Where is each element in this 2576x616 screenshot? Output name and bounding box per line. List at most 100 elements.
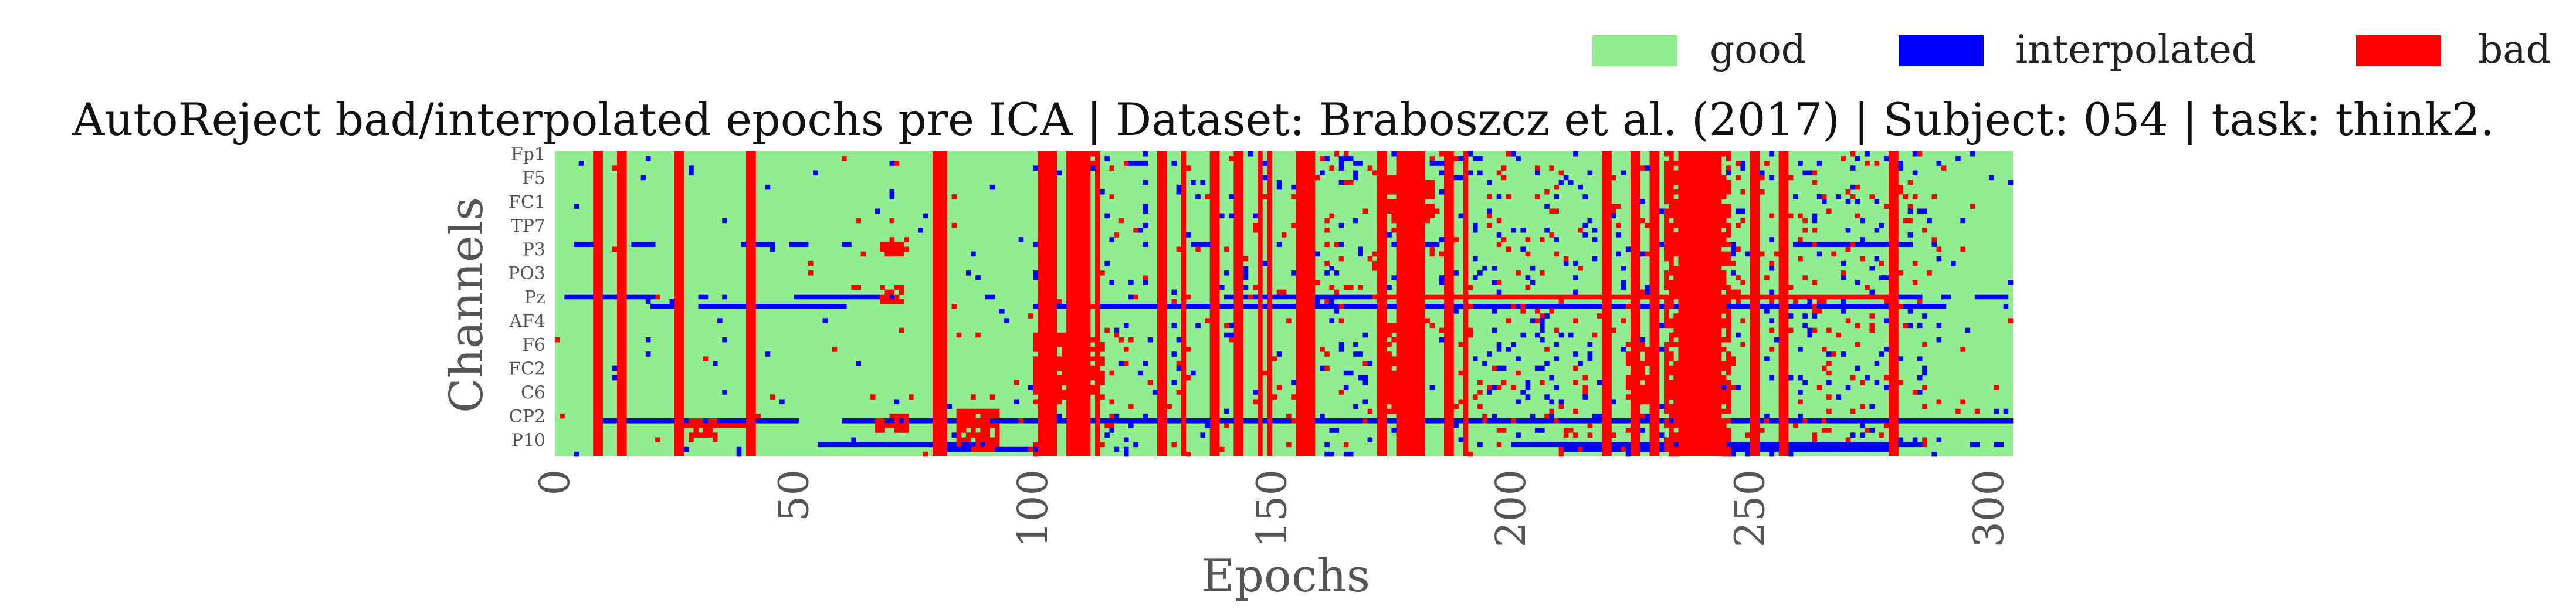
bad-cell	[1645, 351, 1650, 357]
interpolated-cell	[1989, 175, 1994, 181]
interpolated-cell	[1659, 442, 1665, 448]
bad-cell	[1109, 370, 1115, 376]
interpolated-cell	[1912, 151, 1918, 157]
bad-cell	[1248, 294, 1253, 300]
interpolated-cell	[574, 204, 579, 209]
interpolated-cell	[1243, 294, 1249, 300]
interpolated-cell	[1243, 275, 1249, 280]
bad-cell	[899, 289, 904, 295]
bad-epoch-column	[1606, 151, 1612, 456]
bad-cell	[1812, 228, 1818, 233]
bad-cell	[1118, 218, 1124, 224]
bad-cell	[1243, 256, 1249, 262]
bad-cell	[1056, 375, 1067, 381]
bad-cell	[1845, 189, 1851, 195]
bad-cell	[1511, 385, 1516, 390]
bad-cell	[1033, 356, 1038, 361]
bad-cell	[1922, 385, 1927, 390]
bad-epoch-column	[1654, 151, 1660, 456]
interpolated-cell	[1592, 256, 1598, 262]
bad-cell	[1821, 347, 1827, 352]
interpolated-cell	[1338, 165, 1344, 171]
interpolated-cell	[1812, 313, 1818, 319]
bad-epoch-column	[1405, 151, 1411, 456]
interpolated-cell	[1673, 304, 1679, 309]
bad-cell	[1736, 175, 1741, 181]
interpolated-cell	[1816, 242, 1851, 247]
bad-epoch-column	[1893, 151, 1899, 456]
bad-cell	[1324, 260, 1330, 266]
interpolated-cell	[1874, 228, 1880, 233]
bad-epoch-column	[1602, 151, 1607, 456]
interpolated-cell	[884, 418, 895, 424]
bad-cell	[1439, 151, 1445, 157]
bad-epoch-column	[616, 151, 622, 456]
interpolated-cell	[1143, 361, 1148, 367]
bad-cell	[1645, 251, 1650, 257]
bad-cell	[1663, 404, 1679, 409]
bad-cell	[1090, 161, 1096, 166]
interpolated-cell	[645, 156, 651, 161]
interpolated-cell	[1176, 184, 1182, 190]
bad-cell	[1033, 380, 1038, 385]
bad-cell	[1100, 394, 1105, 400]
bad-cell	[851, 285, 862, 290]
bad-cell	[1033, 370, 1038, 376]
interpolated-cell	[2008, 280, 2014, 285]
bad-epoch-column	[1411, 151, 1416, 456]
bad-cell	[1578, 446, 1583, 452]
bad-cell	[808, 270, 814, 276]
bad-cell	[1640, 165, 1645, 171]
bad-cell	[1458, 342, 1464, 347]
bad-cell	[1726, 165, 1731, 171]
bad-cell	[894, 418, 900, 424]
bad-cell	[1425, 208, 1440, 214]
interpolated-cell	[818, 442, 933, 448]
bad-cell	[1812, 309, 1822, 314]
bad-cell	[1014, 380, 1019, 385]
y-tick-label: CP2	[509, 407, 545, 427]
interpolated-cell	[1994, 442, 2004, 448]
bad-cell	[1663, 442, 1674, 448]
bad-cell	[1903, 218, 1913, 224]
x-tick-label: 0	[531, 469, 579, 496]
bad-cell	[1736, 299, 1741, 304]
bad-cell	[1874, 161, 1880, 166]
interpolated-cell	[698, 304, 747, 309]
interpolated-cell	[2008, 180, 2014, 185]
interpolated-cell	[1033, 304, 1038, 309]
bad-cell	[1669, 337, 1674, 343]
bad-epoch-column	[593, 151, 598, 456]
interpolated-cell	[1826, 380, 1832, 385]
interpolated-cell	[1224, 332, 1234, 338]
interpolated-cell	[1616, 251, 1622, 257]
interpolated-cell	[1320, 365, 1325, 371]
interpolated-cell	[1841, 299, 1846, 304]
bad-cell	[1573, 432, 1578, 438]
bad-cell	[1286, 318, 1292, 323]
interpolated-cell	[1611, 304, 1626, 309]
interpolated-cell	[1736, 208, 1745, 214]
bad-epoch-column	[1702, 151, 1707, 456]
interpolated-cell	[1544, 313, 1550, 319]
interpolated-cell	[1358, 375, 1368, 381]
bad-cell	[1324, 365, 1330, 371]
bad-cell	[1855, 184, 1860, 190]
bad-cell	[1726, 327, 1731, 333]
interpolated-cell	[1554, 237, 1560, 242]
bad-cell	[1669, 289, 1679, 295]
interpolated-cell	[1100, 304, 1158, 309]
interpolated-cell	[1788, 446, 1889, 452]
bad-cell	[1640, 347, 1650, 352]
bad-epoch-column	[937, 151, 943, 456]
bad-cell	[1721, 204, 1731, 209]
bad-cell	[1090, 375, 1096, 381]
interpolated-cell	[1874, 380, 1880, 385]
interpolated-cell	[1185, 418, 1211, 424]
interpolated-cell	[1659, 446, 1665, 452]
bad-cell	[1663, 375, 1669, 381]
bad-epoch-column	[1683, 151, 1689, 456]
bad-cell	[1100, 342, 1105, 347]
bad-cell	[1362, 418, 1368, 424]
bad-epoch-column	[1697, 151, 1703, 456]
